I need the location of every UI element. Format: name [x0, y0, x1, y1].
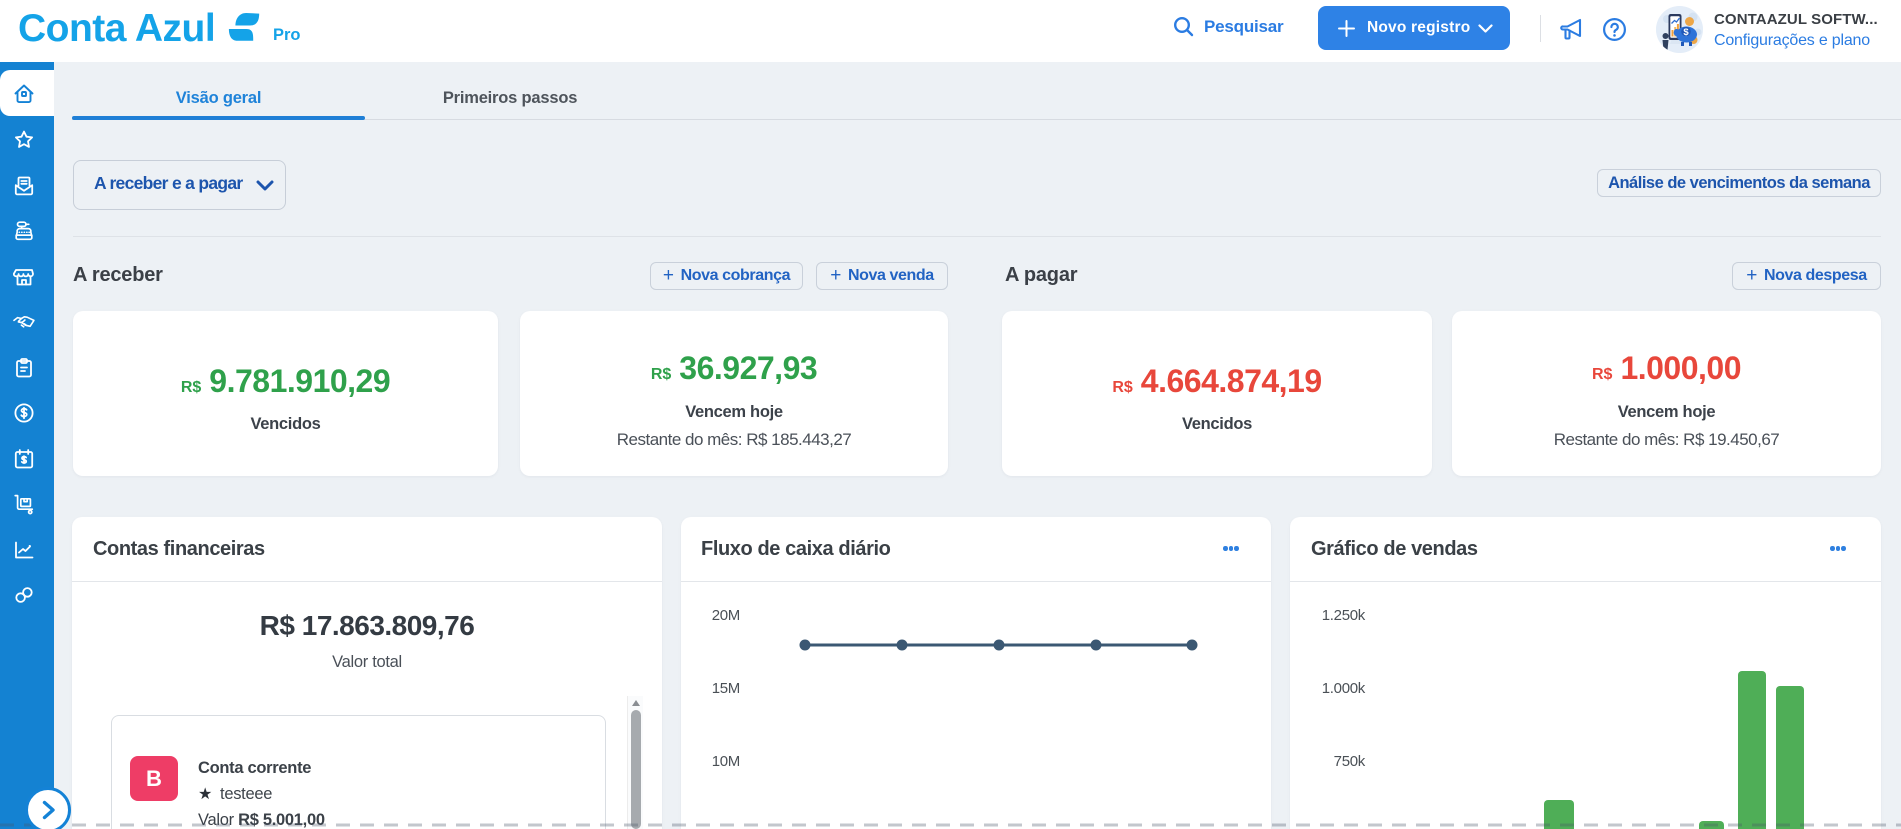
svg-text:$: $ [1683, 27, 1689, 38]
